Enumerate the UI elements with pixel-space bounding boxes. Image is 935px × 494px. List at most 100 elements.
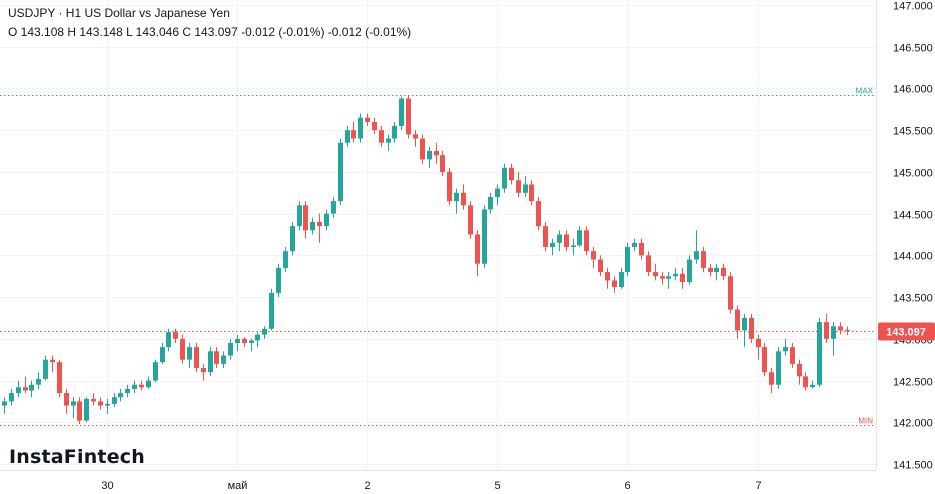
candle-body (783, 347, 788, 352)
y-tick-label: 142.500 (893, 377, 933, 389)
candle-body (714, 267, 719, 273)
last-price-badge (878, 322, 935, 341)
candle-body (591, 251, 596, 260)
candle-body (297, 205, 302, 227)
candle-body (255, 334, 260, 341)
candle-body (180, 338, 185, 360)
candle-body (756, 338, 761, 348)
x-tick-label: 30 (101, 480, 113, 492)
candle-body (23, 387, 28, 391)
y-tick-label: 143.500 (893, 293, 933, 305)
candle-body (776, 351, 781, 385)
candle-body (619, 272, 624, 288)
candle-body (269, 292, 274, 329)
y-tick-label: 147.000 (893, 1, 933, 13)
candles (2, 95, 850, 424)
candle-body (447, 171, 452, 202)
ref-label-min: MIN (858, 417, 873, 426)
candle-body (605, 272, 610, 281)
candle-body (399, 98, 404, 127)
candle-body (550, 242, 555, 248)
candle-body (242, 338, 247, 343)
y-tick-label: 146.500 (893, 43, 933, 55)
candle-body (742, 317, 747, 331)
candle-body (43, 359, 48, 379)
candle-body (16, 387, 21, 394)
candle-body (118, 393, 123, 398)
candle-body (386, 138, 391, 143)
candle-body (112, 397, 117, 404)
candle-body (475, 234, 480, 264)
candle-body (810, 384, 815, 388)
x-tick-label: 2 (364, 480, 370, 492)
candle-body (824, 322, 829, 339)
candle-body (653, 272, 658, 277)
candle-body (468, 205, 473, 235)
candle-body (557, 234, 562, 243)
candle-body (502, 167, 507, 189)
candle-body (290, 226, 295, 252)
candle-body (105, 403, 110, 406)
candle-body (71, 401, 76, 406)
candle-body (482, 209, 487, 264)
candle-body (509, 167, 514, 181)
candle-body (194, 347, 199, 369)
candle-body (29, 384, 34, 391)
price-axis[interactable]: 141.500142.000142.500143.000143.500144.0… (893, 1, 933, 472)
candle-body (338, 142, 343, 202)
candle-body (831, 326, 836, 339)
candle-body (680, 273, 685, 283)
y-tick-label: 144.000 (893, 251, 933, 263)
candle-body (379, 130, 384, 143)
candle-body (36, 378, 41, 385)
candle-body (324, 213, 329, 227)
x-tick-label: 6 (624, 480, 630, 492)
ref-label-max: MAX (856, 87, 874, 96)
candle-body (817, 322, 822, 385)
candle-body (434, 151, 439, 156)
ohlc-readout: O 143.108 H 143.148 L 143.046 C 143.097 … (8, 25, 412, 39)
candle-body (660, 276, 665, 279)
candle-body (543, 226, 548, 248)
candle-body (694, 251, 699, 260)
candle-body (625, 247, 630, 273)
candle-body (221, 355, 226, 364)
candle-body (139, 384, 144, 388)
candle-body (351, 130, 356, 139)
time-axis[interactable]: 30 май 2 5 6 7 (101, 480, 761, 492)
candle-body (687, 259, 692, 283)
candle-body (201, 368, 206, 373)
candle-body (516, 180, 521, 193)
candle-body (797, 363, 802, 377)
y-tick-label: 141.500 (893, 460, 933, 472)
candle-body (276, 267, 281, 293)
candle-body (262, 328, 267, 335)
candle-body (564, 234, 569, 248)
candle-body (529, 184, 534, 202)
candle-body (77, 401, 82, 421)
candle-body (173, 332, 178, 339)
candle-body (365, 117, 370, 122)
candle-body (845, 329, 850, 331)
x-tick-label: май (228, 480, 248, 492)
chart-grid (0, 0, 876, 470)
y-tick-label: 144.500 (893, 210, 933, 222)
candle-body (420, 138, 425, 160)
y-tick-label: 142.000 (893, 418, 933, 430)
candle-body (249, 340, 254, 343)
candle-body (98, 401, 103, 406)
candle-body (673, 273, 678, 277)
candle-body (283, 251, 288, 268)
candle-body (708, 267, 713, 273)
last-price-tag: 143.097 (878, 322, 935, 341)
candle-body (461, 192, 466, 206)
candle-body (187, 347, 192, 360)
candle-body (153, 362, 158, 381)
y-tick-label: 145.500 (893, 126, 933, 138)
candle-body (310, 221, 315, 231)
candle-body (125, 388, 130, 394)
candle-body (790, 347, 795, 364)
candle-body (84, 398, 89, 421)
candle-body (132, 384, 137, 389)
